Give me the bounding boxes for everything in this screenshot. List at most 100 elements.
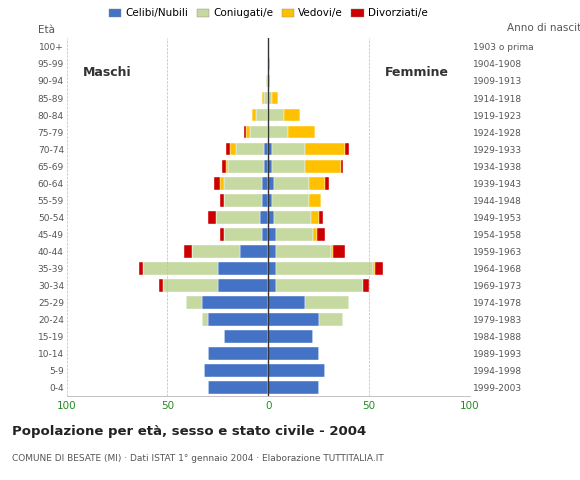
Bar <box>331 245 333 258</box>
Bar <box>260 211 268 224</box>
Bar <box>268 74 270 87</box>
Bar <box>230 143 236 156</box>
Text: Anno di nascita: Anno di nascita <box>508 23 580 33</box>
Bar <box>208 347 268 360</box>
Text: Femmine: Femmine <box>385 66 449 79</box>
Bar <box>268 313 318 326</box>
Bar <box>268 381 318 394</box>
Bar <box>304 143 345 156</box>
Bar <box>262 177 268 190</box>
Bar <box>208 381 268 394</box>
Text: Popolazione per età, sesso e stato civile - 2004: Popolazione per età, sesso e stato civil… <box>12 425 366 438</box>
Bar <box>202 296 268 309</box>
Bar <box>228 160 264 172</box>
Bar <box>272 92 278 104</box>
Bar <box>276 279 363 292</box>
Bar <box>266 74 268 87</box>
Bar <box>222 160 226 172</box>
Bar <box>236 143 264 156</box>
Bar <box>304 160 341 172</box>
Bar <box>224 330 268 343</box>
Text: Età: Età <box>38 25 56 35</box>
Bar <box>268 211 274 224</box>
Bar <box>276 262 373 275</box>
Bar <box>186 296 202 309</box>
Bar <box>262 228 268 240</box>
Bar <box>276 245 331 258</box>
Bar <box>250 126 268 138</box>
Bar <box>160 279 164 292</box>
Bar <box>268 160 272 172</box>
Bar <box>272 194 309 206</box>
Bar <box>268 58 270 71</box>
Bar <box>218 262 268 275</box>
Bar <box>373 262 375 275</box>
Bar <box>264 92 268 104</box>
Bar <box>288 126 314 138</box>
Bar <box>309 194 321 206</box>
Bar <box>240 245 268 258</box>
Bar <box>274 211 310 224</box>
Bar <box>214 177 220 190</box>
Bar <box>164 279 218 292</box>
Bar <box>318 211 322 224</box>
Bar <box>220 194 224 206</box>
Bar <box>202 313 208 326</box>
Bar <box>224 194 262 206</box>
Bar <box>268 279 276 292</box>
Bar <box>318 313 343 326</box>
Text: COMUNE DI BESATE (MI) · Dati ISTAT 1° gennaio 2004 · Elaborazione TUTTITALIA.IT: COMUNE DI BESATE (MI) · Dati ISTAT 1° ge… <box>12 454 383 463</box>
Bar <box>333 245 345 258</box>
Bar <box>224 228 262 240</box>
Bar <box>264 160 268 172</box>
Bar <box>317 228 325 240</box>
Bar <box>256 108 268 121</box>
Legend: Celibi/Nubili, Coniugati/e, Vedovi/e, Divorziati/e: Celibi/Nubili, Coniugati/e, Vedovi/e, Di… <box>104 4 432 23</box>
Bar <box>208 313 268 326</box>
Bar <box>325 177 329 190</box>
Bar <box>268 143 272 156</box>
Bar <box>268 126 288 138</box>
Bar <box>313 228 317 240</box>
Bar <box>216 211 260 224</box>
Bar <box>262 92 264 104</box>
Bar <box>143 262 218 275</box>
Bar <box>272 160 304 172</box>
Bar <box>268 262 276 275</box>
Bar <box>268 330 313 343</box>
Bar <box>304 296 349 309</box>
Bar <box>268 364 325 377</box>
Bar <box>268 108 284 121</box>
Bar <box>220 177 224 190</box>
Bar <box>276 228 313 240</box>
Bar <box>264 143 268 156</box>
Bar <box>262 194 268 206</box>
Bar <box>268 245 276 258</box>
Bar <box>345 143 349 156</box>
Bar <box>268 347 318 360</box>
Bar <box>268 194 272 206</box>
Bar <box>204 364 268 377</box>
Bar <box>272 143 304 156</box>
Bar <box>268 296 305 309</box>
Bar <box>220 228 224 240</box>
Bar <box>208 211 216 224</box>
Bar <box>191 245 240 258</box>
Bar <box>341 160 343 172</box>
Bar <box>226 160 228 172</box>
Bar <box>268 228 276 240</box>
Bar <box>274 177 309 190</box>
Bar <box>375 262 383 275</box>
Bar <box>244 126 246 138</box>
Bar <box>309 177 325 190</box>
Bar <box>252 108 256 121</box>
Bar <box>224 177 262 190</box>
Bar <box>226 143 230 156</box>
Bar <box>363 279 369 292</box>
Bar <box>268 177 274 190</box>
Bar <box>246 126 250 138</box>
Bar <box>284 108 300 121</box>
Bar <box>184 245 191 258</box>
Bar <box>218 279 268 292</box>
Text: Maschi: Maschi <box>83 66 132 79</box>
